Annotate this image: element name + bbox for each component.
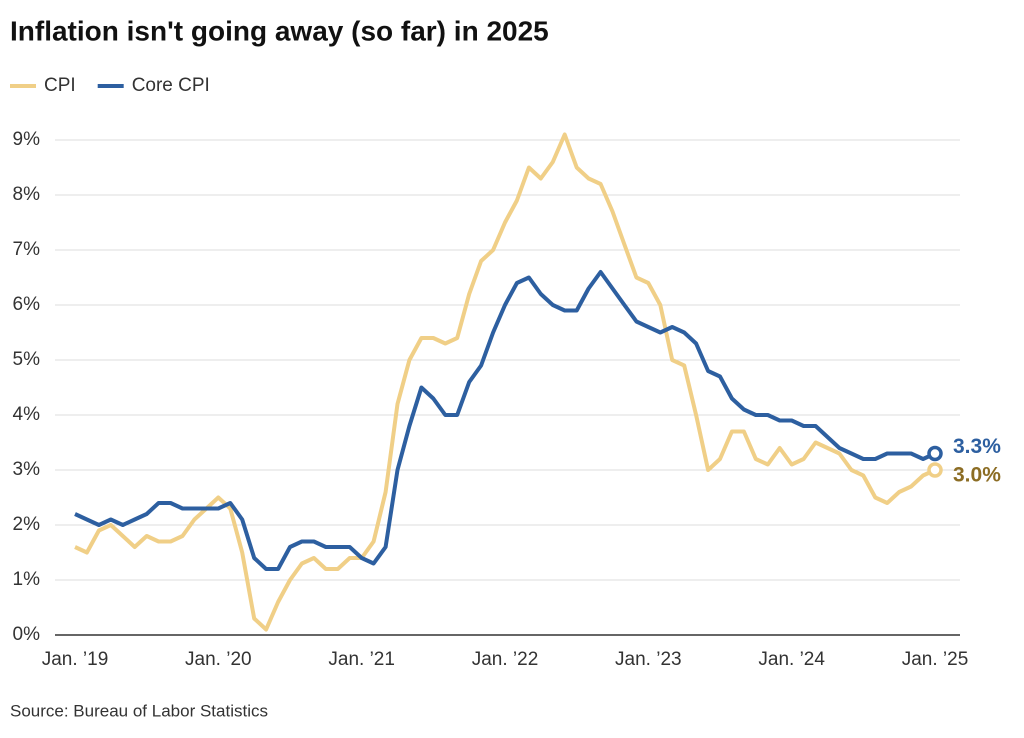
x-tick-label: Jan. ’23 — [615, 649, 682, 670]
chart-title: Inflation isn't going away (so far) in 2… — [10, 15, 549, 46]
y-tick-label: 4% — [13, 404, 41, 425]
x-tick-label: Jan. ’19 — [42, 649, 109, 670]
y-tick-label: 7% — [13, 239, 41, 260]
y-tick-label: 2% — [13, 514, 41, 535]
x-tick-label: Jan. ’21 — [328, 649, 395, 670]
end-point — [927, 462, 943, 478]
series-line — [74, 270, 936, 571]
y-tick-label: 6% — [13, 294, 41, 315]
value-label: 3.0% — [953, 464, 1001, 487]
source: Source: Bureau of Labor Statistics — [10, 701, 268, 720]
x-tick-label: Jan. ’22 — [472, 649, 539, 670]
y-tick-label: 8% — [13, 184, 41, 205]
y-tick-label: 1% — [13, 569, 41, 590]
y-tick-label: 0% — [13, 624, 41, 645]
x-tick-label: Jan. ’24 — [758, 649, 825, 670]
legend-label: CPI — [44, 75, 76, 96]
legend-label: Core CPI — [132, 75, 210, 96]
end-point — [927, 445, 943, 462]
series-line — [74, 132, 936, 632]
value-label: 3.3% — [953, 435, 1001, 458]
y-tick-label: 5% — [13, 349, 41, 370]
y-tick-label: 3% — [13, 459, 41, 480]
y-tick-label: 9% — [13, 129, 41, 150]
x-tick-label: Jan. ’20 — [185, 649, 252, 670]
x-tick-label: Jan. ’25 — [902, 649, 969, 670]
